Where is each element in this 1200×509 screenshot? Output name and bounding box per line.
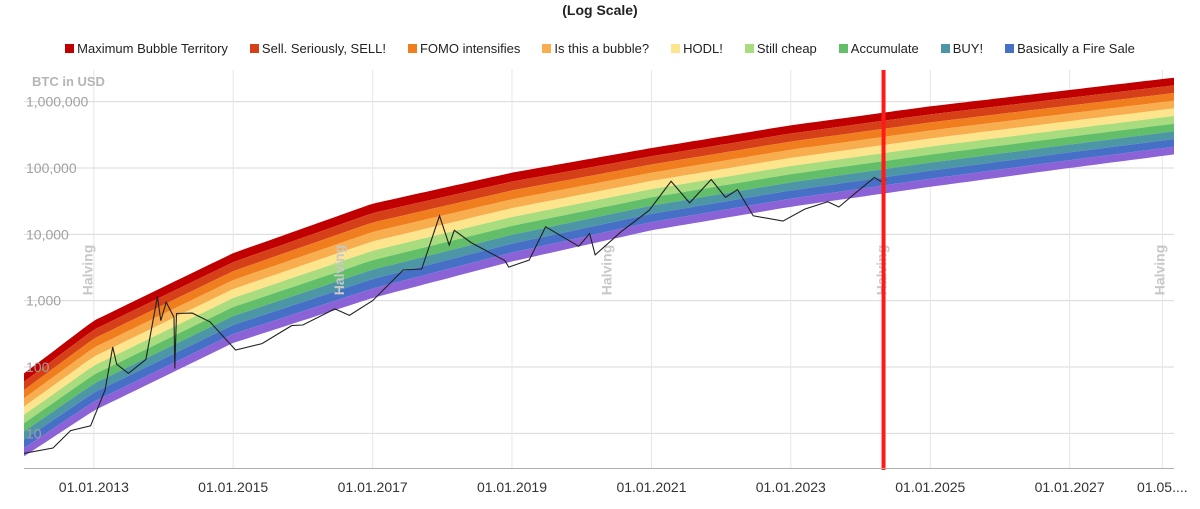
halving-label: Halving	[599, 245, 615, 296]
halving-label: Halving	[331, 245, 347, 296]
legend-item[interactable]: Still cheap	[744, 41, 817, 56]
legend-item[interactable]: Accumulate	[838, 41, 919, 56]
x-tick-label: 01.01.2013	[59, 479, 129, 495]
halving-label: Halving	[1151, 245, 1167, 296]
legend-item[interactable]: Sell. Seriously, SELL!	[249, 41, 386, 56]
legend-label: BUY!	[952, 41, 984, 56]
legend: Maximum Bubble Territory Sell. Seriously,…	[0, 41, 1200, 56]
y-tick-label: 100	[26, 359, 50, 375]
y-tick-label: 1,000,000	[26, 94, 88, 110]
legend-item[interactable]: BUY!	[940, 41, 984, 56]
y-axis-title: BTC in USD	[32, 74, 105, 89]
legend-label: Maximum Bubble Territory	[77, 41, 228, 56]
x-tick-label: 01.01.2025	[895, 479, 965, 495]
legend-item[interactable]: Basically a Fire Sale	[1005, 41, 1135, 56]
x-tick-label: 01.01.2019	[477, 479, 547, 495]
y-tick-label: 1,000	[26, 293, 61, 309]
x-tick-label: 01.01.2017	[338, 479, 408, 495]
legend-swatch	[249, 44, 259, 53]
legend-label: Basically a Fire Sale	[1017, 41, 1135, 56]
legend-label: HODL!	[683, 41, 723, 56]
legend-label: Still cheap	[756, 41, 817, 56]
legend-label: FOMO intensifies	[419, 41, 521, 56]
y-tick-label: 10,000	[26, 226, 69, 242]
legend-swatch	[744, 44, 754, 53]
x-tick-label: 01.01.2015	[198, 479, 268, 495]
legend-label: Accumulate	[850, 41, 919, 56]
legend-item[interactable]: Is this a bubble?	[542, 41, 649, 56]
y-tick-label: 10	[26, 425, 42, 441]
x-tick-label: 01.01.2027	[1035, 479, 1105, 495]
legend-item[interactable]: Maximum Bubble Territory	[65, 41, 228, 56]
legend-swatch	[65, 44, 75, 53]
legend-swatch	[407, 44, 417, 53]
chart-title: (Log Scale)	[562, 2, 638, 18]
x-tick-label: 01.01.2023	[756, 479, 826, 495]
x-tick-label: 01.01.2021	[616, 479, 686, 495]
halving-label: Halving	[873, 245, 889, 296]
legend-swatch	[1005, 44, 1015, 53]
x-tick-label: 01.05....	[1137, 479, 1188, 495]
legend-label: Is this a bubble?	[554, 41, 650, 56]
legend-label: Sell. Seriously, SELL!	[261, 41, 386, 56]
legend-item[interactable]: FOMO intensifies	[407, 41, 521, 56]
legend-item[interactable]: HODL!	[671, 41, 723, 56]
legend-swatch	[838, 44, 848, 53]
halving-label: Halving	[79, 245, 95, 296]
legend-swatch	[671, 44, 681, 53]
legend-swatch	[940, 44, 950, 53]
legend-swatch	[542, 44, 552, 53]
price-line	[24, 176, 887, 454]
y-tick-label: 100,000	[26, 160, 77, 176]
